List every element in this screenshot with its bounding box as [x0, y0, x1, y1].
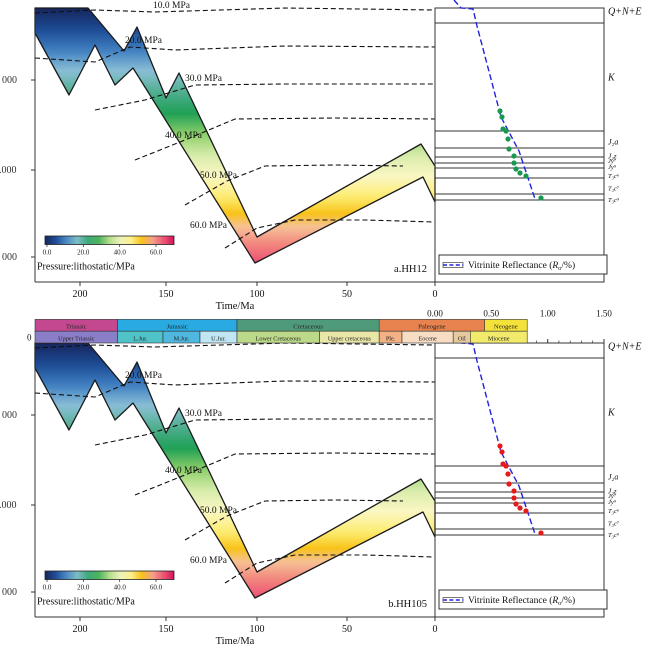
svg-text:000: 000	[2, 587, 17, 598]
svg-text:U.Jur.: U.Jur.	[211, 336, 226, 343]
svg-text:b.HH105: b.HH105	[388, 599, 427, 610]
svg-text:Q+N+E: Q+N+E	[608, 342, 642, 353]
svg-text:K: K	[607, 73, 616, 84]
svg-text:0: 0	[27, 333, 32, 343]
svg-text:20.0 MPa: 20.0 MPa	[125, 36, 163, 46]
svg-text:0: 0	[433, 624, 438, 635]
svg-text:60.0: 60.0	[150, 584, 163, 592]
svg-text:Jy⁹: Jy⁹	[608, 499, 617, 506]
svg-text:Time/Ma: Time/Ma	[216, 636, 255, 646]
svg-text:Pressure:lithostatic/MPa: Pressure:lithostatic/MPa	[37, 262, 135, 273]
svg-text:T₃c⁹: T₃c⁹	[608, 532, 620, 539]
svg-text:20.0 MPa: 20.0 MPa	[125, 371, 163, 381]
svg-text:.000: .000	[0, 165, 17, 176]
svg-text:L.Jur.: L.Jur.	[133, 336, 148, 343]
svg-text:50.0 MPa: 50.0 MPa	[200, 506, 238, 516]
svg-text:Triassic: Triassic	[66, 324, 87, 331]
svg-text:J₂a: J₂a	[608, 473, 618, 482]
svg-text:T₃c⁹: T₃c⁹	[608, 197, 620, 204]
svg-text:Time/Ma: Time/Ma	[216, 301, 255, 312]
svg-text:100: 100	[250, 624, 265, 635]
svg-text:Eocene: Eocene	[418, 336, 436, 343]
svg-text:30.0 MPa: 30.0 MPa	[185, 409, 223, 419]
svg-text:Upper cretaceous: Upper cretaceous	[328, 336, 372, 343]
svg-text:T₃c⁶: T₃c⁶	[608, 508, 620, 515]
svg-text:Cretaceous: Cretaceous	[293, 324, 323, 331]
svg-text:200: 200	[73, 289, 88, 300]
svg-text:Upper Triassic: Upper Triassic	[58, 336, 95, 343]
svg-text:000: 000	[2, 410, 17, 421]
svg-text:1.00: 1.00	[540, 308, 556, 318]
svg-text:50.0 MPa: 50.0 MPa	[200, 171, 238, 181]
svg-text:60.0 MPa: 60.0 MPa	[190, 221, 228, 231]
svg-text:40.0: 40.0	[114, 249, 127, 257]
svg-text:J₂a: J₂a	[608, 138, 618, 147]
svg-text:0.0: 0.0	[43, 249, 52, 257]
svg-text:Miocene: Miocene	[488, 336, 510, 343]
svg-text:40.0 MPa: 40.0 MPa	[165, 131, 203, 141]
svg-text:Neogene: Neogene	[494, 324, 518, 331]
svg-text:Pressure:lithostatic/MPa: Pressure:lithostatic/MPa	[37, 597, 135, 608]
svg-text:1.50: 1.50	[596, 308, 612, 318]
svg-text:20.0: 20.0	[77, 249, 90, 257]
svg-text:40.0: 40.0	[114, 584, 127, 592]
svg-text:Jy⁹: Jy⁹	[608, 164, 617, 171]
svg-text:200: 200	[73, 624, 88, 635]
svg-text:150: 150	[159, 624, 174, 635]
svg-text:40.0 MPa: 40.0 MPa	[165, 466, 203, 476]
svg-text:Lower Cretaceous: Lower Cretaceous	[256, 336, 302, 343]
svg-text:T₃c⁷: T₃c⁷	[608, 186, 620, 193]
svg-text:0.00: 0.00	[427, 308, 443, 318]
svg-text:M.Jur.: M.Jur.	[174, 336, 190, 343]
svg-text:000: 000	[2, 252, 17, 263]
svg-text:0.0: 0.0	[43, 584, 52, 592]
svg-text:0: 0	[433, 289, 438, 300]
svg-text:Jurassic: Jurassic	[167, 324, 188, 331]
svg-text:T₃c⁷: T₃c⁷	[608, 521, 620, 528]
svg-text:Q+N+E: Q+N+E	[608, 7, 642, 18]
svg-text:.000: .000	[0, 500, 17, 511]
svg-text:0.50: 0.50	[483, 308, 499, 318]
svg-text:50: 50	[342, 289, 352, 300]
svg-text:20.0: 20.0	[77, 584, 90, 592]
svg-text:Ple.: Ple.	[386, 336, 396, 343]
svg-text:30.0 MPa: 30.0 MPa	[185, 74, 223, 84]
svg-text:50: 50	[342, 624, 352, 635]
svg-text:100: 100	[250, 289, 265, 300]
svg-text:000: 000	[2, 75, 17, 86]
svg-text:10.0 MPa: 10.0 MPa	[153, 1, 191, 11]
svg-text:60.0: 60.0	[150, 249, 163, 257]
svg-text:Paleogene: Paleogene	[418, 324, 446, 331]
svg-text:150: 150	[159, 289, 174, 300]
svg-text:T₃c⁶: T₃c⁶	[608, 173, 620, 180]
svg-text:K: K	[607, 408, 616, 419]
svg-text:Oil: Oil	[458, 336, 466, 343]
svg-text:a.HH12: a.HH12	[394, 264, 427, 275]
svg-text:60.0 MPa: 60.0 MPa	[190, 556, 228, 566]
